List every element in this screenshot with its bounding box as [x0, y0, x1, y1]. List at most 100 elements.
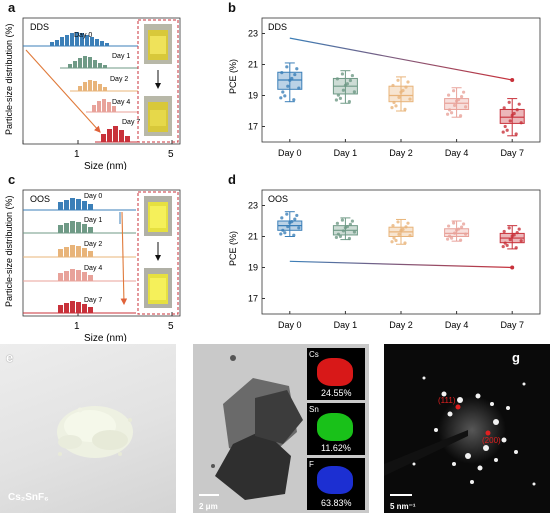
trend-arrow-a	[25, 49, 101, 133]
point-b-2-3	[392, 100, 396, 105]
y-axis-label-b: PCE (%)	[228, 59, 238, 94]
point-b-4-6	[505, 128, 509, 132]
point-d-2-3	[392, 236, 396, 240]
point-b-1-6	[338, 96, 342, 100]
panel-label-a: a	[8, 0, 16, 15]
eds-map-cs: Cs 24.55%	[307, 348, 365, 400]
point-b-2-6	[394, 104, 398, 108]
point-d-2-10	[403, 241, 407, 245]
point-b-3-0	[446, 112, 450, 116]
point-d-1-0	[334, 235, 338, 240]
point-d-1-8	[352, 230, 356, 234]
plot-frame-d	[261, 189, 541, 315]
point-b-0-8	[297, 86, 301, 90]
x-tick-label-d-1: Day 1	[334, 320, 358, 330]
panel-b: b DDS PCE (%) 17 19 21 23 Day 0 Day 1 Day 2 Day 4…	[222, 0, 550, 170]
chart-title-b: DDS	[268, 22, 287, 32]
day-label-a-0: Day 0	[74, 32, 92, 39]
xtick-a-1: 1	[74, 149, 80, 160]
pce-boxplot-d: OOS PCE (%) 17 19 21 23 Day 0 Day 1 Day 2 Day 4 Da…	[228, 189, 541, 330]
point-b-4-4	[510, 113, 514, 117]
point-b-4-7	[512, 111, 516, 116]
point-b-3-2	[460, 94, 464, 99]
y-tick-label-b-2: 21	[248, 60, 258, 70]
vial-day7-c	[144, 268, 172, 308]
vial-day7-a	[144, 96, 172, 136]
panel-label-g: g	[512, 350, 520, 365]
panel-label-e: e	[6, 350, 14, 365]
histogram-day2-a	[78, 80, 107, 91]
point-b-2-9	[396, 78, 400, 82]
tag-c: OOS	[30, 194, 50, 204]
trend-end-b	[510, 78, 515, 82]
day-label-c-4: Day 4	[84, 265, 102, 272]
y-tick-label-d-1: 19	[248, 263, 258, 273]
panel-f-tem: f 2 μm Cs 24.55% Sn 11.62% F 63.83%	[193, 344, 369, 513]
tag-a: DDS	[30, 22, 49, 32]
point-d-0-1	[286, 224, 290, 229]
point-d-3-2	[460, 225, 464, 229]
point-d-3-3	[448, 234, 452, 238]
box-b-3	[444, 98, 470, 110]
point-b-3-6	[450, 111, 454, 115]
scalebar-g-label: 5 nm⁻¹	[390, 502, 416, 511]
point-d-0-3	[281, 228, 285, 232]
spot-label-200: (200)	[482, 436, 501, 445]
point-d-0-11	[280, 216, 284, 220]
point-b-3-1	[453, 103, 457, 108]
chart-title-d: OOS	[268, 194, 288, 204]
point-b-2-5	[406, 80, 410, 84]
point-d-3-10	[459, 238, 463, 242]
point-b-1-1	[341, 88, 345, 92]
point-b-1-0	[334, 98, 338, 102]
point-b-1-10	[347, 100, 351, 104]
day-label-a-2: Day 2	[110, 76, 128, 83]
point-d-1-7	[345, 224, 349, 229]
y-tick-label-d-0: 17	[248, 294, 258, 304]
trend-end-d	[510, 265, 515, 270]
point-d-1-2	[348, 222, 352, 227]
point-d-2-2	[404, 225, 408, 229]
panel-label-d: d	[228, 172, 236, 187]
point-d-3-5	[462, 222, 466, 226]
point-b-1-9	[340, 72, 344, 76]
point-b-4-11	[502, 106, 506, 110]
point-d-4-10	[514, 246, 518, 250]
x-tick-label-b-1: Day 1	[334, 148, 358, 158]
point-d-4-9	[507, 226, 511, 230]
point-d-1-9	[340, 218, 344, 222]
size-distribution-plot-a: Particle-size distribution (%) DDS 1 5 S…	[4, 17, 181, 170]
point-b-1-7	[345, 82, 349, 86]
point-b-1-2	[348, 78, 352, 83]
vial-day0-a	[144, 24, 172, 64]
point-b-3-10	[459, 114, 463, 118]
x-tick-label-b-2: Day 2	[389, 148, 413, 158]
point-d-4-1	[508, 238, 512, 242]
x-tick-label-d-3: Day 4	[445, 320, 469, 330]
eds-pct-sn: 11.62%	[321, 443, 351, 453]
point-d-4-7	[512, 233, 516, 237]
spot-label-111: (111)	[438, 396, 456, 405]
point-b-1-11	[335, 77, 339, 81]
point-d-3-7	[457, 227, 461, 231]
point-b-0-0	[279, 96, 283, 100]
histogram-day4-c	[58, 269, 93, 281]
point-b-4-0	[501, 130, 505, 134]
eds-pct-cs: 24.55%	[321, 388, 352, 398]
eds-label-sn: Sn	[309, 405, 319, 414]
point-d-3-11	[447, 224, 451, 228]
xtick-c-1: 1	[74, 321, 80, 332]
day-label-a-7: Day 7	[122, 119, 140, 126]
point-b-2-8	[408, 97, 412, 101]
point-d-1-6	[338, 234, 342, 238]
panel-a: a Particle-size distribution (%) DDS 1 5…	[0, 0, 185, 170]
point-b-1-8	[352, 90, 356, 94]
x-tick-label-b-3: Day 4	[445, 148, 469, 158]
point-b-1-5	[350, 73, 354, 78]
x-tick-label-d-4: Day 7	[500, 320, 524, 330]
point-d-0-7	[290, 220, 294, 224]
point-d-2-1	[397, 232, 401, 236]
eds-label-f: F	[309, 460, 314, 469]
histogram-day0-a	[50, 32, 109, 46]
powder-pile	[57, 406, 133, 458]
